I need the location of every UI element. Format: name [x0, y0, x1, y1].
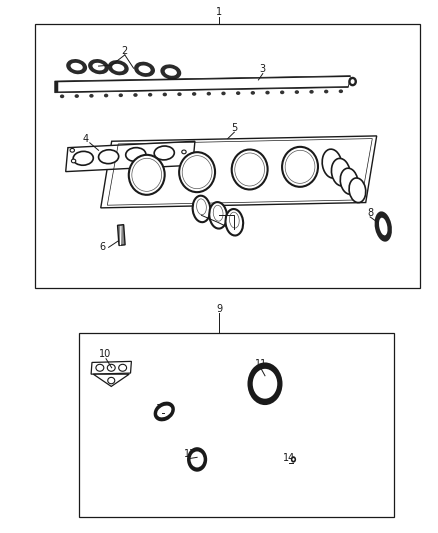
Ellipse shape	[285, 150, 315, 183]
Ellipse shape	[179, 152, 215, 192]
Ellipse shape	[309, 90, 314, 94]
Text: 14: 14	[283, 454, 295, 463]
Ellipse shape	[247, 362, 283, 405]
Ellipse shape	[209, 202, 227, 229]
Ellipse shape	[66, 59, 87, 74]
Text: 8: 8	[367, 208, 373, 218]
Ellipse shape	[324, 90, 328, 93]
Ellipse shape	[230, 212, 239, 228]
Ellipse shape	[213, 205, 223, 221]
Ellipse shape	[235, 153, 265, 186]
Ellipse shape	[88, 59, 109, 74]
Ellipse shape	[236, 91, 240, 95]
Ellipse shape	[129, 155, 165, 195]
Ellipse shape	[193, 196, 210, 222]
Ellipse shape	[138, 66, 151, 73]
Ellipse shape	[96, 365, 104, 371]
Ellipse shape	[332, 158, 350, 186]
Ellipse shape	[119, 365, 127, 371]
Ellipse shape	[126, 148, 146, 161]
Ellipse shape	[165, 68, 177, 76]
Ellipse shape	[73, 151, 93, 165]
Ellipse shape	[374, 212, 392, 241]
Text: 6: 6	[100, 243, 106, 252]
Ellipse shape	[177, 92, 182, 96]
Text: 2: 2	[122, 46, 128, 55]
Ellipse shape	[349, 178, 366, 203]
Ellipse shape	[350, 79, 355, 84]
Polygon shape	[55, 76, 350, 93]
Ellipse shape	[182, 156, 212, 189]
Ellipse shape	[265, 91, 270, 94]
Text: 13: 13	[184, 449, 197, 459]
Text: 9: 9	[216, 304, 222, 314]
Ellipse shape	[339, 90, 343, 93]
Ellipse shape	[186, 161, 191, 164]
Bar	[117, 224, 125, 246]
Ellipse shape	[92, 63, 105, 70]
Ellipse shape	[71, 63, 83, 70]
Ellipse shape	[89, 94, 94, 98]
Ellipse shape	[74, 94, 79, 98]
Text: 4: 4	[82, 134, 88, 143]
Polygon shape	[91, 361, 131, 374]
Ellipse shape	[154, 146, 174, 160]
Polygon shape	[101, 136, 377, 208]
Ellipse shape	[108, 60, 129, 75]
Ellipse shape	[162, 93, 167, 96]
Ellipse shape	[379, 217, 388, 236]
Ellipse shape	[107, 365, 115, 371]
Ellipse shape	[191, 451, 204, 467]
Ellipse shape	[112, 64, 124, 71]
Ellipse shape	[280, 91, 284, 94]
Ellipse shape	[134, 62, 155, 77]
Ellipse shape	[60, 94, 64, 98]
Ellipse shape	[154, 401, 175, 422]
Ellipse shape	[192, 92, 196, 96]
Ellipse shape	[104, 94, 108, 98]
Ellipse shape	[108, 377, 115, 384]
Ellipse shape	[197, 199, 206, 215]
Ellipse shape	[251, 91, 255, 95]
Bar	[79, 333, 394, 517]
Ellipse shape	[207, 92, 211, 95]
Text: 7: 7	[231, 222, 237, 231]
Ellipse shape	[293, 458, 295, 461]
Ellipse shape	[295, 90, 299, 94]
Ellipse shape	[71, 159, 76, 163]
Bar	[35, 24, 420, 288]
Ellipse shape	[157, 406, 171, 417]
Ellipse shape	[99, 150, 119, 164]
Polygon shape	[58, 77, 350, 92]
Ellipse shape	[182, 150, 186, 154]
Ellipse shape	[221, 92, 226, 95]
Text: 3: 3	[260, 64, 266, 74]
Polygon shape	[66, 141, 195, 172]
Ellipse shape	[253, 369, 277, 399]
Text: 10: 10	[99, 350, 111, 359]
Text: 5: 5	[231, 123, 237, 133]
Ellipse shape	[132, 158, 162, 191]
Text: 11: 11	[254, 359, 267, 368]
Ellipse shape	[148, 93, 152, 96]
Ellipse shape	[282, 147, 318, 187]
Ellipse shape	[232, 149, 268, 190]
Ellipse shape	[160, 64, 181, 79]
Ellipse shape	[133, 93, 138, 97]
Polygon shape	[93, 374, 129, 386]
Ellipse shape	[226, 209, 243, 236]
Ellipse shape	[322, 149, 342, 178]
Ellipse shape	[119, 93, 123, 97]
Text: 1: 1	[216, 7, 222, 17]
Text: 12: 12	[156, 404, 168, 414]
Ellipse shape	[70, 149, 74, 152]
Ellipse shape	[291, 456, 296, 463]
Ellipse shape	[340, 168, 358, 194]
Ellipse shape	[187, 447, 207, 472]
Ellipse shape	[348, 77, 357, 86]
